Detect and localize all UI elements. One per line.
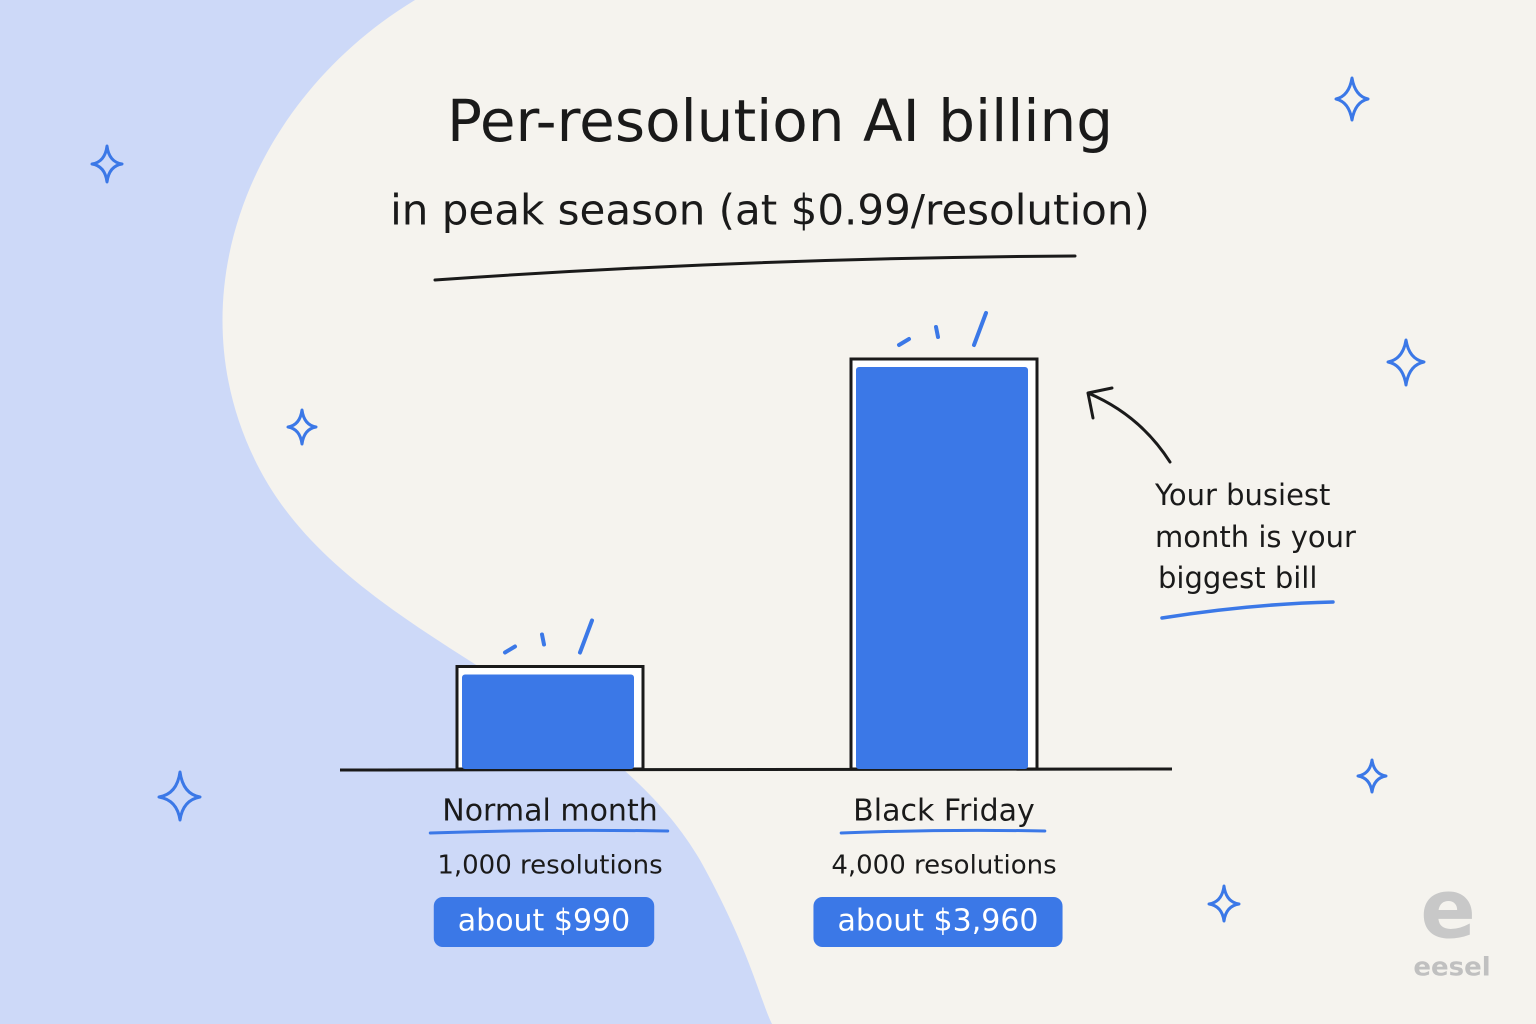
annotation-underline (1160, 600, 1335, 620)
bar (856, 367, 1028, 769)
burst (503, 644, 517, 655)
chart-subtitle: in peak season (at $0.99/resolution) (390, 186, 1150, 235)
annotation-line: biggest bill (1158, 561, 1317, 595)
chart-title: Per-resolution AI billing (447, 87, 1113, 155)
value-pill (433, 897, 655, 947)
subtitle-underline (433, 254, 1077, 282)
category-note: 1,000 resolutions (437, 851, 662, 881)
sparkle (1207, 884, 1241, 923)
sparkle (286, 408, 318, 446)
category-underline (839, 828, 1047, 835)
burst (897, 337, 911, 347)
burst (540, 632, 546, 647)
burst (578, 618, 594, 655)
burst (934, 325, 940, 339)
sparkles (90, 76, 1426, 923)
value-label: about $990 (458, 904, 630, 939)
bar (462, 674, 634, 769)
x-tick-label: Black Friday (853, 794, 1035, 829)
x-tick-label: Normal month (442, 794, 657, 829)
sparkle (157, 770, 202, 822)
sparkle (1334, 76, 1370, 122)
burst (972, 311, 988, 347)
annotation-line: Your busiest (1154, 478, 1330, 512)
brand-name: eesel (1413, 953, 1490, 983)
annotation-arrow (1086, 386, 1172, 464)
brand-mark: e (1420, 862, 1476, 957)
value-pill (813, 897, 1063, 947)
sparkle (90, 144, 124, 184)
value-label: about $3,960 (837, 904, 1038, 939)
sparkle (1356, 758, 1388, 794)
annotation-line: month is your (1155, 520, 1356, 554)
category-underline (428, 828, 670, 835)
sparkle (1386, 338, 1426, 387)
category-note: 4,000 resolutions (831, 851, 1056, 881)
